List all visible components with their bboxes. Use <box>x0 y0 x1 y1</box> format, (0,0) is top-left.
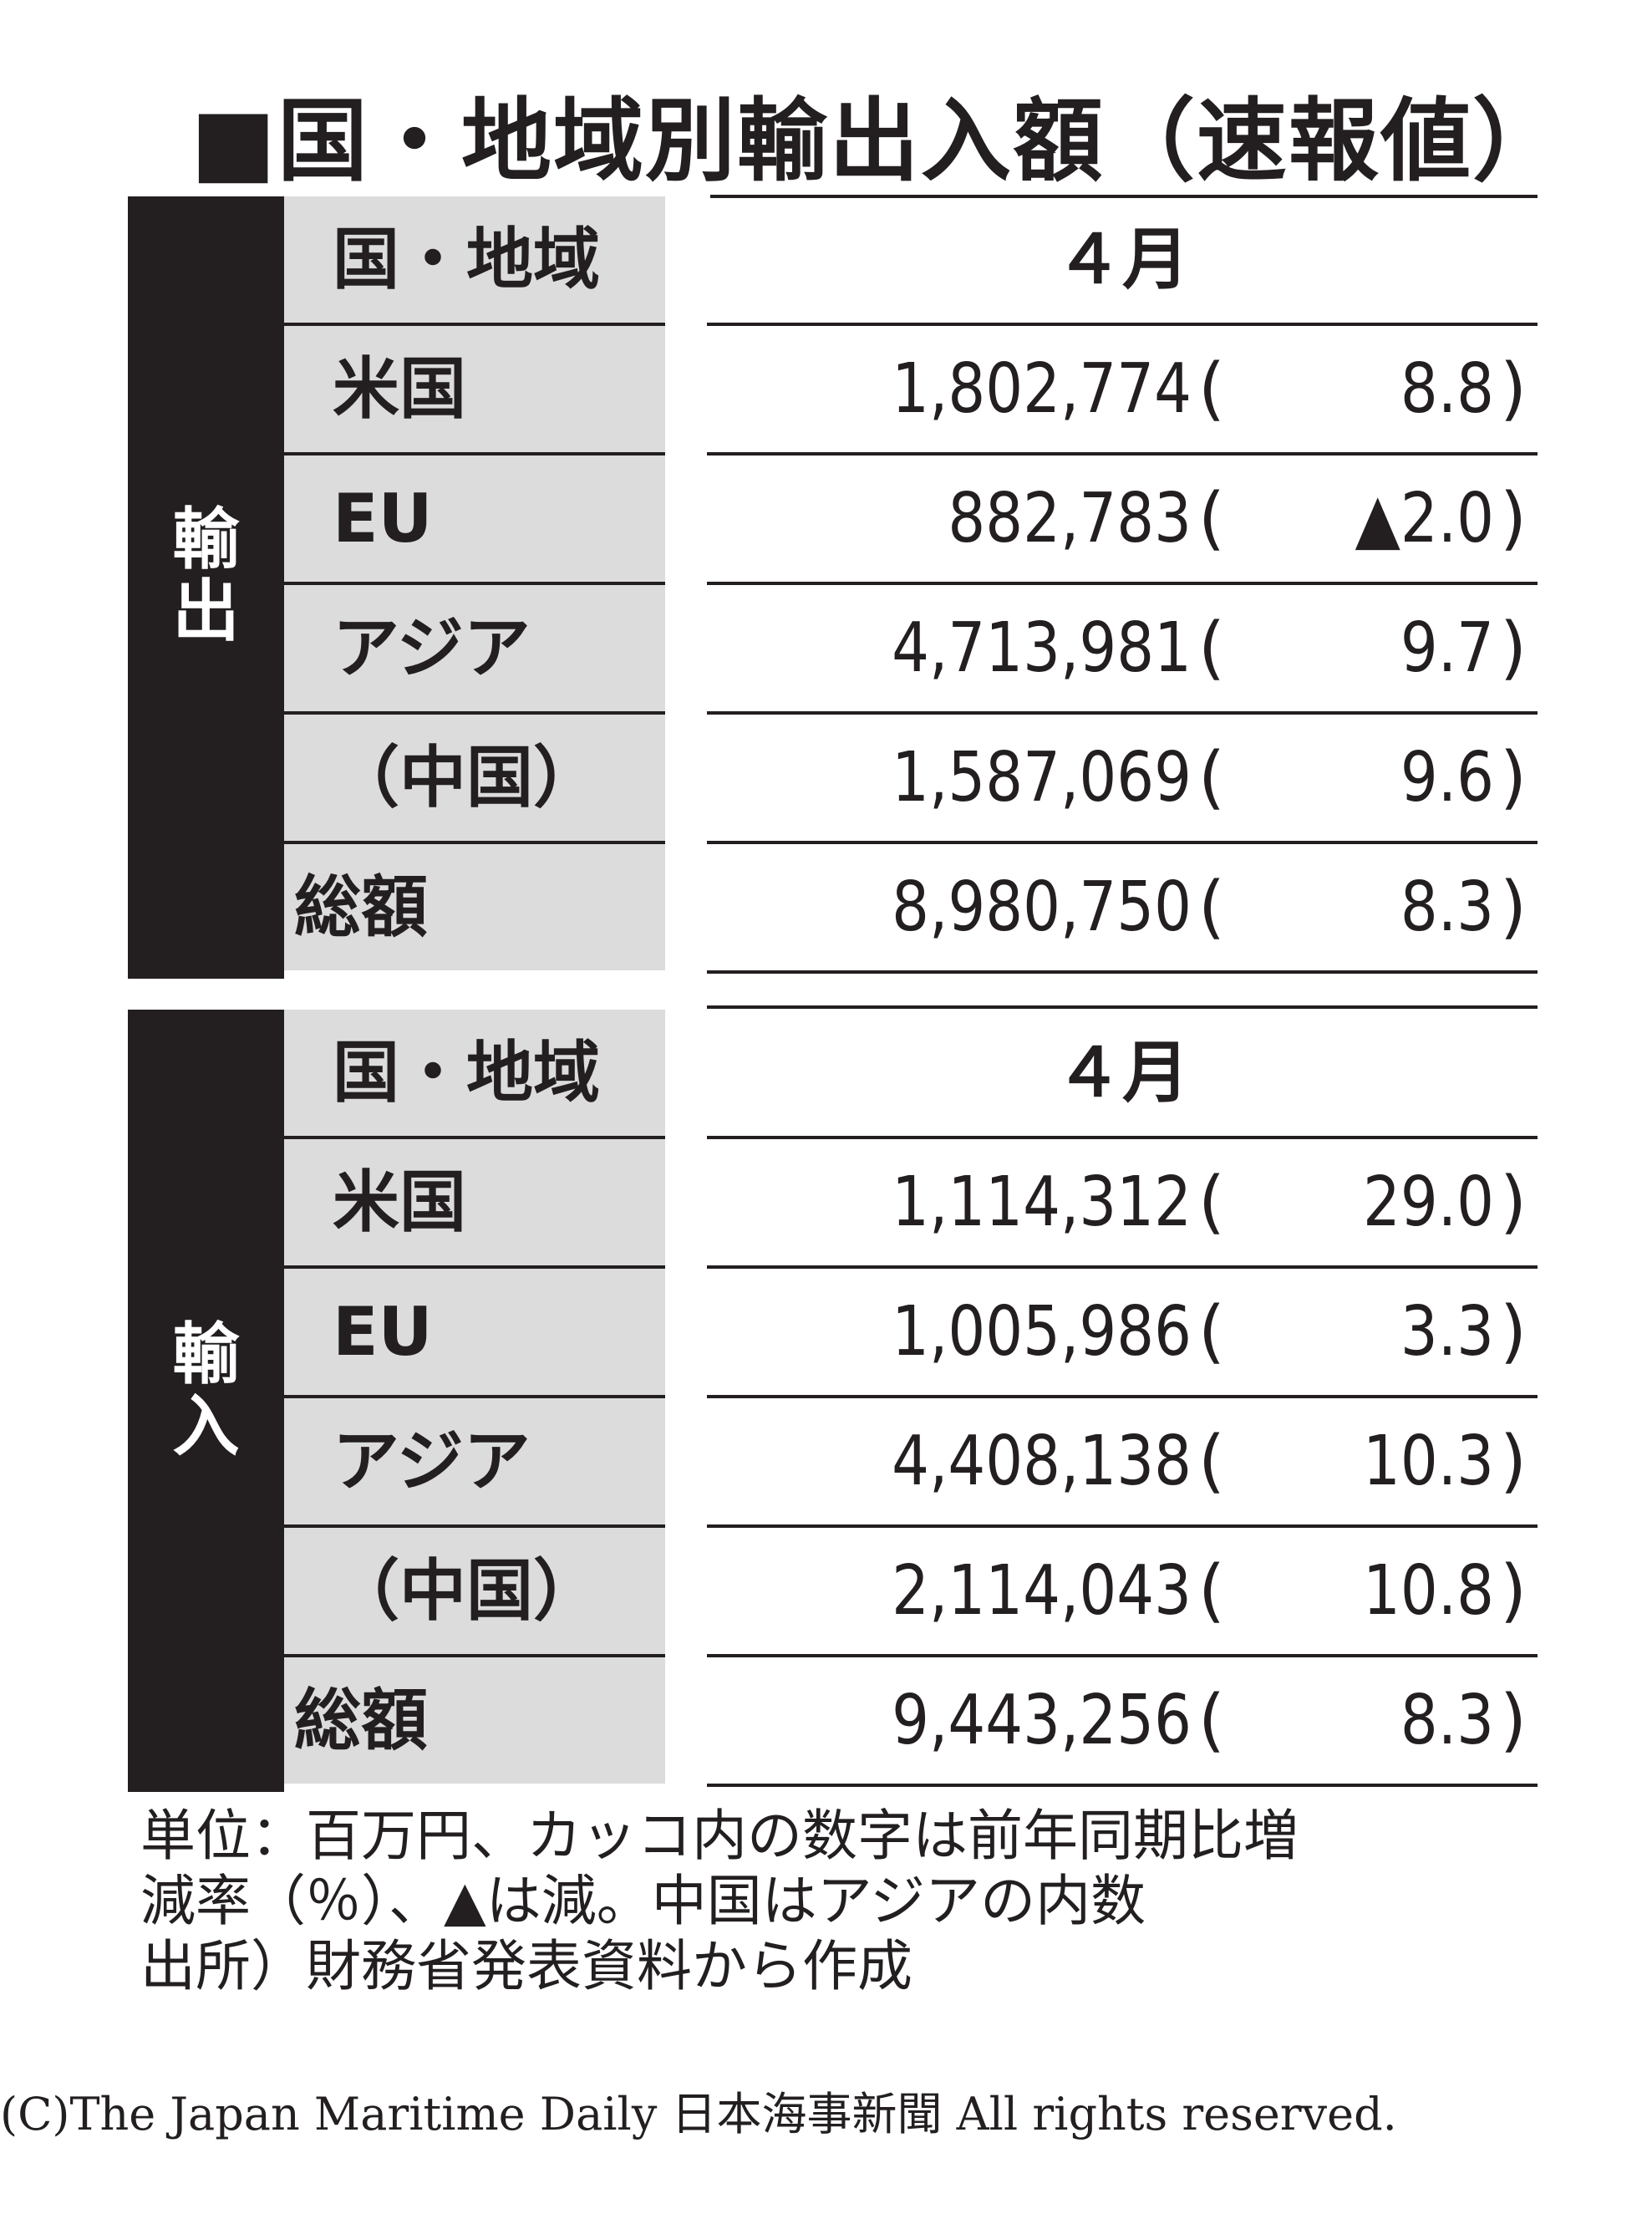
table-row-total: 総額 8,980,750 ( 8.3 ) <box>284 844 1538 974</box>
import-header-row: 国・地域 ４月 <box>284 1010 1538 1139</box>
import-header-label: 国・地域 <box>284 1010 665 1136</box>
table-row: 米国 1,802,774 ( 8.8 ) <box>284 326 1538 456</box>
unit-note-line-2: 減率（％）、▲は減。中国はアジアの内数 <box>140 1869 1146 1933</box>
row-change: 10.8 <box>1362 1551 1494 1631</box>
close-paren: ) <box>1500 608 1527 688</box>
table-row: EU 1,005,986 ( 3.3 ) <box>284 1269 1538 1398</box>
row-value: 1,587,069 <box>892 738 1192 817</box>
table-row: アジア 4,408,138 ( 10.3 ) <box>284 1398 1538 1528</box>
import-side-label: 輸 入 <box>172 1316 240 1465</box>
row-value: 882,783 <box>948 479 1192 558</box>
close-paren: ) <box>1500 868 1527 947</box>
open-paren: ( <box>1198 1551 1225 1631</box>
row-label: EU <box>284 456 665 582</box>
open-paren: ( <box>1198 349 1225 429</box>
row-change: ▲2.0 <box>1355 479 1494 558</box>
export-section: 輸 出 国・地域 ４月 米国 1,802,774 ( 8.8 ) EU 882,… <box>128 196 1538 979</box>
open-paren: ( <box>1198 1422 1225 1501</box>
close-paren: ) <box>1500 349 1527 429</box>
row-value: 4,713,981 <box>892 608 1192 688</box>
row-label: （中国） <box>284 1528 665 1654</box>
row-change: 9.6 <box>1400 738 1494 817</box>
row-label: （中国） <box>284 715 665 841</box>
source-note: 出所）財務省発表資料から作成 <box>140 1934 912 1998</box>
unit-note-line-1: 単位：百万円、カッコ内の数字は前年同期比増 <box>140 1804 1299 1868</box>
row-value: 9,443,256 <box>892 1681 1192 1760</box>
export-side-bar: 輸 出 <box>128 196 284 979</box>
open-paren: ( <box>1198 479 1225 558</box>
import-header-period: ４月 <box>1055 1034 1189 1112</box>
row-change: 10.3 <box>1362 1422 1494 1501</box>
row-change: 9.7 <box>1400 608 1494 688</box>
export-side-label: 輸 出 <box>172 501 240 650</box>
open-paren: ( <box>1198 868 1225 947</box>
copyright-notice: (C)The Japan Maritime Daily 日本海事新聞 All r… <box>0 2088 1397 2140</box>
row-value: 4,408,138 <box>892 1422 1192 1501</box>
close-paren: ) <box>1500 1681 1527 1760</box>
row-change: 29.0 <box>1362 1163 1494 1242</box>
table-row: （中国） 2,114,043 ( 10.8 ) <box>284 1528 1538 1657</box>
table-row-total: 総額 9,443,256 ( 8.3 ) <box>284 1657 1538 1787</box>
row-change: 8.3 <box>1400 868 1494 947</box>
row-value: 2,114,043 <box>892 1551 1192 1631</box>
row-label: 総額 <box>284 844 665 970</box>
table-row: （中国） 1,587,069 ( 9.6 ) <box>284 715 1538 844</box>
import-section: 輸 入 国・地域 ４月 米国 1,114,312 ( 29.0 ) EU 1,0… <box>128 1010 1538 1792</box>
open-paren: ( <box>1198 1681 1225 1760</box>
close-paren: ) <box>1500 1292 1527 1372</box>
export-header-period: ４月 <box>1055 221 1189 298</box>
row-label: 米国 <box>284 326 665 452</box>
open-paren: ( <box>1198 1163 1225 1242</box>
row-value: 8,980,750 <box>892 868 1192 947</box>
row-change: 8.8 <box>1400 349 1494 429</box>
import-side-bar: 輸 入 <box>128 1010 284 1792</box>
table-row: 米国 1,114,312 ( 29.0 ) <box>284 1139 1538 1269</box>
title-rule <box>710 195 1538 198</box>
row-value: 1,005,986 <box>892 1292 1192 1372</box>
row-label: EU <box>284 1269 665 1395</box>
open-paren: ( <box>1198 1292 1225 1372</box>
row-label: 総額 <box>284 1657 665 1784</box>
row-value: 1,114,312 <box>892 1163 1192 1242</box>
row-label: アジア <box>284 585 665 711</box>
row-change: 3.3 <box>1400 1292 1494 1372</box>
row-value: 1,802,774 <box>892 349 1192 429</box>
table-title: ■国・地域別輸出入額（速報値） <box>191 89 1565 194</box>
close-paren: ) <box>1500 1422 1527 1501</box>
import-top-rule <box>707 1005 1538 1009</box>
close-paren: ) <box>1500 738 1527 817</box>
row-label: アジア <box>284 1398 665 1524</box>
row-label: 米国 <box>284 1139 665 1265</box>
export-header-row: 国・地域 ４月 <box>284 196 1538 326</box>
open-paren: ( <box>1198 738 1225 817</box>
close-paren: ) <box>1500 1163 1527 1242</box>
close-paren: ) <box>1500 1551 1527 1631</box>
table-row: EU 882,783 ( ▲2.0 ) <box>284 456 1538 585</box>
open-paren: ( <box>1198 608 1225 688</box>
table-row: アジア 4,713,981 ( 9.7 ) <box>284 585 1538 715</box>
close-paren: ) <box>1500 479 1527 558</box>
export-header-label: 国・地域 <box>284 196 665 323</box>
row-change: 8.3 <box>1400 1681 1494 1760</box>
